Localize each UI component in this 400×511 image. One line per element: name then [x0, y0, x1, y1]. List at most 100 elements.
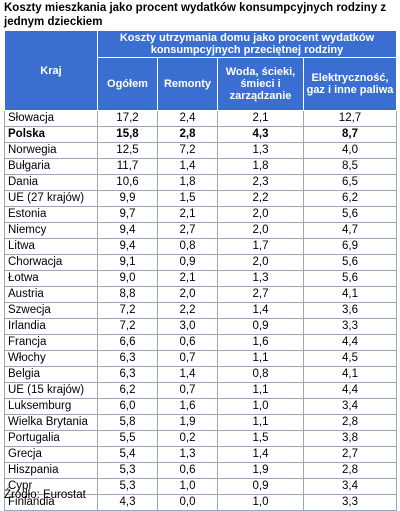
- cell-value: 4,7: [303, 222, 397, 239]
- cell-value: 3,4: [303, 478, 397, 495]
- table-row: UE (27 krajów) 9,9 1,5 2,2 6,2: [4, 190, 397, 207]
- table-row: Włochy 6,3 0,7 1,1 4,5: [4, 350, 397, 367]
- cell-country: Hiszpania: [4, 462, 98, 479]
- cell-value: 1,5: [157, 190, 218, 207]
- cell-value: 8,8: [97, 286, 158, 303]
- cell-value: 9,4: [97, 238, 158, 255]
- cell-value: 5,4: [97, 446, 158, 463]
- cell-value: 1,4: [157, 366, 218, 383]
- cell-value: 1,9: [157, 414, 218, 431]
- cell-value: 6,0: [97, 398, 158, 415]
- table-row: Irlandia 7,2 3,0 0,9 3,3: [4, 318, 397, 335]
- cell-value: 2,0: [217, 222, 304, 239]
- cell-value: 12,7: [303, 110, 397, 127]
- cell-value: 1,7: [217, 238, 304, 255]
- cell-value: 1,3: [157, 446, 218, 463]
- table-row: Norwegia 12,5 7,2 1,3 4,0: [4, 142, 397, 159]
- cell-country: Chorwacja: [4, 254, 98, 271]
- cell-value: 6,5: [303, 174, 397, 191]
- cell-value: 2,8: [303, 462, 397, 479]
- cell-value: 3,4: [303, 398, 397, 415]
- cell-value: 9,9: [97, 190, 158, 207]
- cell-value: 1,4: [157, 158, 218, 175]
- cell-value: 3,6: [303, 302, 397, 319]
- table-row: Litwa 9,4 0,8 1,7 6,9: [4, 238, 397, 255]
- cell-value: 9,7: [97, 206, 158, 223]
- cell-country: Litwa: [4, 238, 98, 255]
- table-row: Słowacja 17,2 2,4 2,1 12,7: [4, 110, 397, 127]
- cell-value: 7,2: [157, 142, 218, 159]
- cell-value: 0,8: [157, 238, 218, 255]
- cell-value: 2,2: [217, 190, 304, 207]
- cell-value: 2,2: [157, 302, 218, 319]
- cell-value: 2,7: [157, 222, 218, 239]
- cell-value: 1,3: [217, 142, 304, 159]
- cell-value: 0,7: [157, 382, 218, 399]
- cell-value: 6,3: [97, 366, 158, 383]
- cell-value: 1,1: [217, 382, 304, 399]
- cell-value: 5,8: [97, 414, 158, 431]
- cell-country: Bułgaria: [4, 158, 98, 175]
- table-row: Dania 10,6 1,8 2,3 6,5: [4, 174, 397, 191]
- cell-value: 1,0: [157, 478, 218, 495]
- cell-value: 15,8: [97, 126, 158, 143]
- cell-value: 6,9: [303, 238, 397, 255]
- page-title: Koszty mieszkania jako procent wydatków …: [4, 2, 387, 28]
- cell-country: Dania: [4, 174, 98, 191]
- cell-value: 9,4: [97, 222, 158, 239]
- cell-value: 2,7: [303, 446, 397, 463]
- cell-value: 5,6: [303, 206, 397, 223]
- cell-value: 6,2: [303, 190, 397, 207]
- cell-value: 0,9: [217, 478, 304, 495]
- cell-country: Norwegia: [4, 142, 98, 159]
- header-col-repairs: Remonty: [157, 57, 218, 111]
- table-row: Francja 6,6 0,6 1,6 4,4: [4, 334, 397, 351]
- cell-country: Belgia: [4, 366, 98, 383]
- cell-value: 0,9: [157, 254, 218, 271]
- cell-value: 5,6: [303, 270, 397, 287]
- cell-value: 6,3: [97, 350, 158, 367]
- cell-value: 1,0: [217, 398, 304, 415]
- table-row: Łotwa 9,0 2,1 1,3 5,6: [4, 270, 397, 287]
- table-row: Chorwacja 9,1 0,9 2,0 5,6: [4, 254, 397, 271]
- cell-value: 2,8: [157, 126, 218, 143]
- cell-value: 8,5: [303, 158, 397, 175]
- table-row: Portugalia 5,5 0,2 1,5 3,8: [4, 430, 397, 447]
- cell-value: 2,1: [157, 270, 218, 287]
- cell-value: 2,3: [217, 174, 304, 191]
- cell-country: Łotwa: [4, 270, 98, 287]
- cell-country: Niemcy: [4, 222, 98, 239]
- cell-value: 4,3: [217, 126, 304, 143]
- table-row: Szwecja 7,2 2,2 1,4 3,6: [4, 302, 397, 319]
- cell-value: 5,3: [97, 462, 158, 479]
- header-country: Kraj: [4, 30, 98, 111]
- cell-value: 1,8: [217, 158, 304, 175]
- header-group: Koszty utrzymania domu jako procent wyda…: [97, 30, 397, 58]
- table-row: UE (15 krajów) 6,2 0,7 1,1 4,4: [4, 382, 397, 399]
- table-body: Słowacja 17,2 2,4 2,1 12,7 Polska 15,8 2,8 4,3 8,…: [4, 110, 397, 511]
- cell-value: 2,1: [157, 206, 218, 223]
- cell-value: 1,6: [157, 398, 218, 415]
- cell-value: 0,6: [157, 462, 218, 479]
- cell-value: 3,0: [157, 318, 218, 335]
- table-row: Belgia 6,3 1,4 0,8 4,1: [4, 366, 397, 383]
- cell-value: 3,3: [303, 318, 397, 335]
- cell-value: 3,8: [303, 430, 397, 447]
- cell-country: Estonia: [4, 206, 98, 223]
- cell-value: 9,0: [97, 270, 158, 287]
- table-row: Niemcy 9,4 2,7 2,0 4,7: [4, 222, 397, 239]
- cell-country: Austria: [4, 286, 98, 303]
- cell-value: 11,7: [97, 158, 158, 175]
- cell-country: Portugalia: [4, 430, 98, 447]
- cell-value: 5,6: [303, 254, 397, 271]
- cell-value: 1,6: [217, 334, 304, 351]
- cell-value: 1,1: [217, 414, 304, 431]
- cell-value: 0,6: [157, 334, 218, 351]
- cell-country: UE (27 krajów): [4, 190, 98, 207]
- cell-value: 8,7: [303, 126, 397, 143]
- table-row: Austria 8,8 2,0 2,7 4,1: [4, 286, 397, 303]
- cell-value: 2,8: [303, 414, 397, 431]
- cell-value: 6,2: [97, 382, 158, 399]
- cell-value: 5,3: [97, 478, 158, 495]
- cell-country: Francja: [4, 334, 98, 351]
